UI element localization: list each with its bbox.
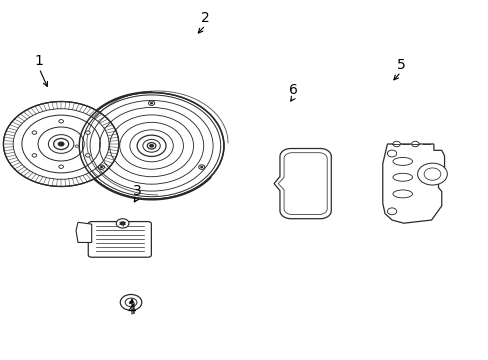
Text: 2: 2 bbox=[201, 11, 209, 25]
FancyBboxPatch shape bbox=[88, 221, 151, 257]
Text: 5: 5 bbox=[396, 58, 405, 72]
Circle shape bbox=[116, 219, 129, 228]
Circle shape bbox=[59, 165, 63, 168]
Circle shape bbox=[85, 131, 90, 134]
Circle shape bbox=[3, 102, 119, 186]
Circle shape bbox=[58, 141, 64, 147]
Polygon shape bbox=[382, 144, 444, 223]
Text: 4: 4 bbox=[127, 303, 136, 316]
Ellipse shape bbox=[392, 173, 412, 181]
Circle shape bbox=[417, 163, 447, 185]
Circle shape bbox=[120, 294, 142, 310]
Circle shape bbox=[79, 93, 224, 199]
Circle shape bbox=[148, 101, 154, 105]
Polygon shape bbox=[76, 222, 92, 243]
Circle shape bbox=[147, 143, 156, 149]
Circle shape bbox=[200, 166, 203, 168]
Circle shape bbox=[125, 298, 137, 307]
Circle shape bbox=[32, 154, 37, 157]
Circle shape bbox=[100, 166, 103, 168]
Polygon shape bbox=[273, 148, 331, 219]
Ellipse shape bbox=[392, 190, 412, 198]
Circle shape bbox=[54, 139, 68, 149]
Circle shape bbox=[85, 154, 90, 157]
Text: 3: 3 bbox=[132, 184, 141, 198]
Ellipse shape bbox=[392, 157, 412, 165]
Text: 6: 6 bbox=[288, 83, 297, 97]
Circle shape bbox=[59, 120, 63, 123]
Circle shape bbox=[392, 141, 400, 147]
Circle shape bbox=[129, 301, 133, 304]
Circle shape bbox=[198, 165, 204, 169]
Circle shape bbox=[386, 150, 396, 157]
Circle shape bbox=[411, 141, 418, 147]
Circle shape bbox=[150, 102, 153, 104]
Circle shape bbox=[98, 165, 104, 169]
Circle shape bbox=[386, 208, 396, 215]
Circle shape bbox=[75, 145, 78, 147]
Text: 1: 1 bbox=[35, 54, 43, 68]
Circle shape bbox=[149, 144, 154, 148]
Circle shape bbox=[423, 168, 440, 180]
Circle shape bbox=[32, 131, 37, 134]
Circle shape bbox=[120, 221, 125, 225]
